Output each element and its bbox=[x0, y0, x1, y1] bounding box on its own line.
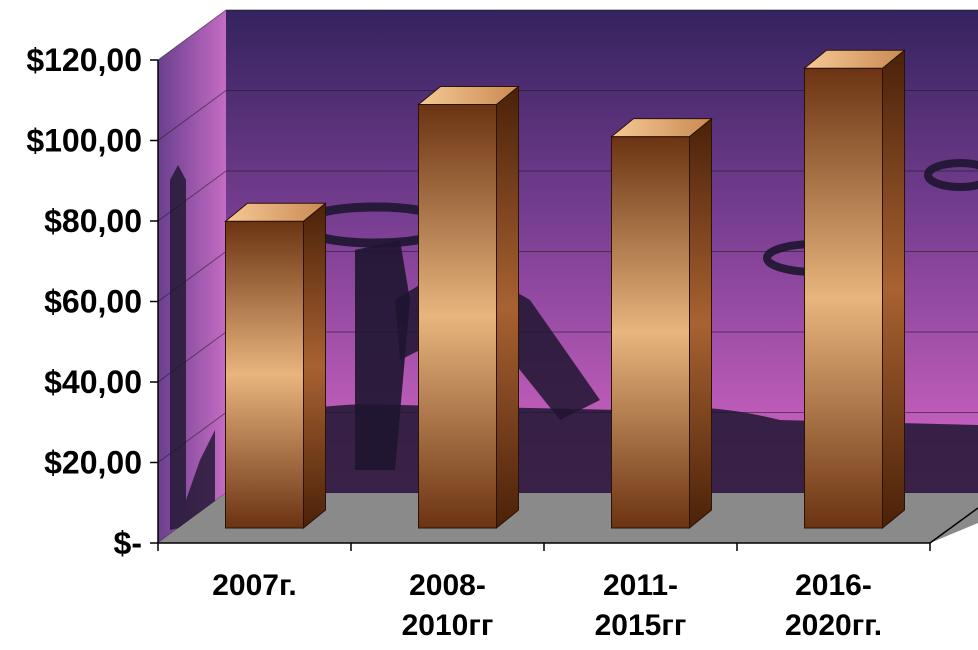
x-tick-label: 2007г. bbox=[212, 569, 297, 602]
gridline-side bbox=[157, 9, 227, 61]
x-tick-label: 2011-2015гг bbox=[595, 569, 687, 642]
valve-wheel-icon bbox=[924, 159, 978, 191]
gridline-side bbox=[157, 170, 227, 222]
bar-top bbox=[803, 49, 906, 69]
bar-top bbox=[417, 85, 520, 105]
background-silhouette bbox=[170, 159, 978, 530]
y-tick-label: $120,00 bbox=[26, 42, 142, 78]
bar-top bbox=[610, 118, 713, 138]
gridline-side bbox=[157, 412, 227, 463]
floor bbox=[158, 493, 978, 543]
y-tick-label: $- bbox=[114, 525, 142, 561]
bar bbox=[803, 49, 906, 530]
bar-top bbox=[224, 202, 327, 222]
bar-front bbox=[418, 103, 497, 529]
tower-silhouette bbox=[170, 165, 215, 530]
valve-stem-silhouette bbox=[355, 240, 410, 470]
y-tick-label: $80,00 bbox=[44, 203, 142, 239]
bar-side bbox=[689, 117, 712, 530]
ground-silhouette bbox=[226, 404, 978, 493]
y-tick-label: $60,00 bbox=[44, 284, 142, 320]
bar-side bbox=[303, 202, 326, 530]
gridline-side bbox=[157, 331, 227, 383]
x-axis-tick-labels: 2007г. 2008-2010гг 2011-2015гг 2016-2020гг. bbox=[212, 569, 882, 642]
y-axis-tick-labels: $- $20,00 $40,00 $60,00 $80,00 $100,00 $120,00 bbox=[26, 42, 142, 561]
y-tick-label: $100,00 bbox=[26, 123, 142, 159]
y-tick-label: $40,00 bbox=[44, 364, 142, 400]
floor-edge bbox=[929, 507, 978, 544]
bar-side bbox=[882, 49, 905, 530]
bar bbox=[417, 85, 520, 530]
chart-floor bbox=[158, 493, 978, 543]
bar-front bbox=[225, 220, 304, 529]
bar-side bbox=[496, 85, 519, 530]
bar bbox=[224, 202, 327, 530]
bars bbox=[224, 49, 906, 530]
bar bbox=[610, 117, 713, 530]
gridline-side bbox=[157, 90, 227, 141]
axes bbox=[150, 59, 978, 551]
y-tick-label: $20,00 bbox=[44, 445, 142, 481]
bar-front bbox=[804, 67, 883, 529]
gridline-side bbox=[157, 251, 227, 302]
x-tick-label: 2008-2010гг bbox=[402, 569, 494, 642]
bar-front bbox=[611, 136, 690, 529]
x-tick-label: 2016-2020гг. bbox=[785, 569, 882, 642]
